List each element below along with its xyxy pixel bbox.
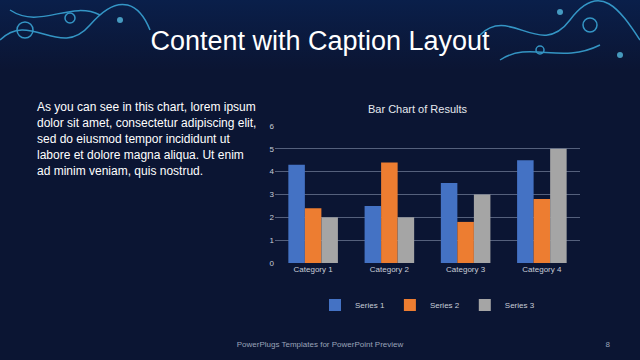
svg-text:5: 5 [270, 145, 275, 154]
svg-text:Bar Chart of Results: Bar Chart of Results [368, 103, 468, 115]
svg-text:Series 3: Series 3 [505, 301, 535, 310]
svg-text:1: 1 [270, 236, 275, 245]
html-text:As you can see in this chart,: As you can see in this chart, lorem ipsu… [37, 100, 257, 178]
svg-text:Category 2: Category 2 [370, 265, 410, 274]
html-text:PowerPlugs Templates for Power: PowerPlugs Templates for PowerPoint Prev… [236, 340, 404, 349]
svg-text:Category 3: Category 3 [446, 265, 486, 274]
svg-text:6: 6 [270, 122, 275, 131]
svg-text:2: 2 [270, 213, 275, 222]
svg-text:0: 0 [270, 259, 275, 268]
html-text:8: 8 [605, 340, 610, 349]
html-text:Content with Caption Layout: Content with Caption Layout [150, 26, 490, 56]
svg-text:Series 2: Series 2 [430, 301, 460, 310]
svg-text:Series 1: Series 1 [355, 301, 385, 310]
svg-text:3: 3 [270, 190, 275, 199]
svg-text:4: 4 [270, 167, 275, 176]
svg-text:Category 4: Category 4 [522, 265, 562, 274]
svg-text:Category 1: Category 1 [294, 265, 334, 274]
